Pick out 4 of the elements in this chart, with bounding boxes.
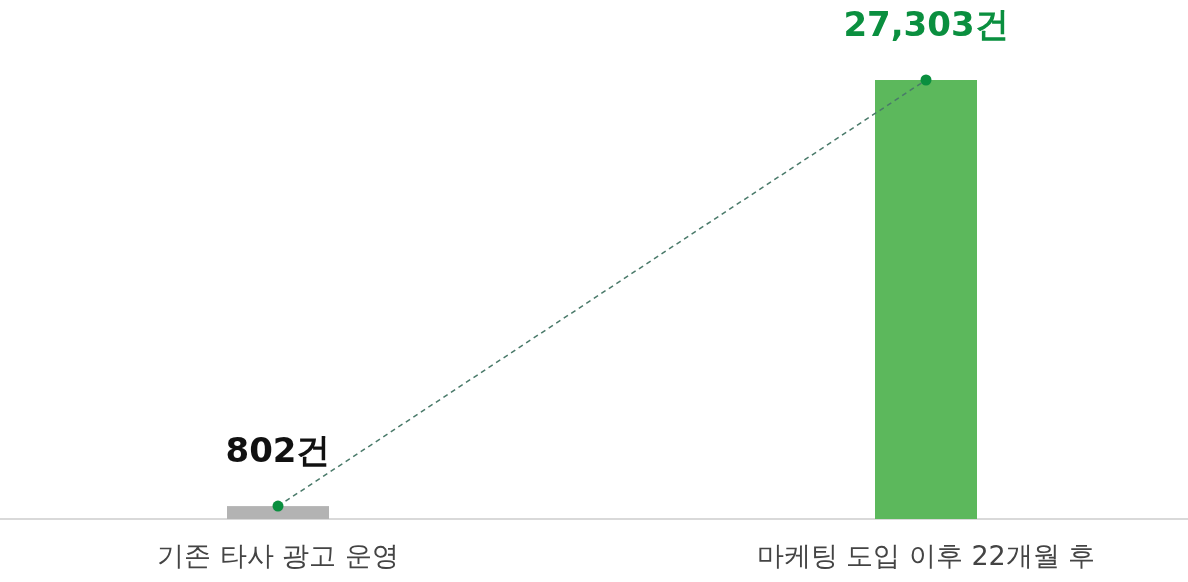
x-tick-label: 마케팅 도입 이후 22개월 후: [756, 540, 1096, 571]
data-label: 802건: [225, 430, 331, 471]
x-tick-label: 기존 타사 광고 운영: [157, 540, 399, 571]
data-label: 27,303건: [843, 4, 1009, 44]
